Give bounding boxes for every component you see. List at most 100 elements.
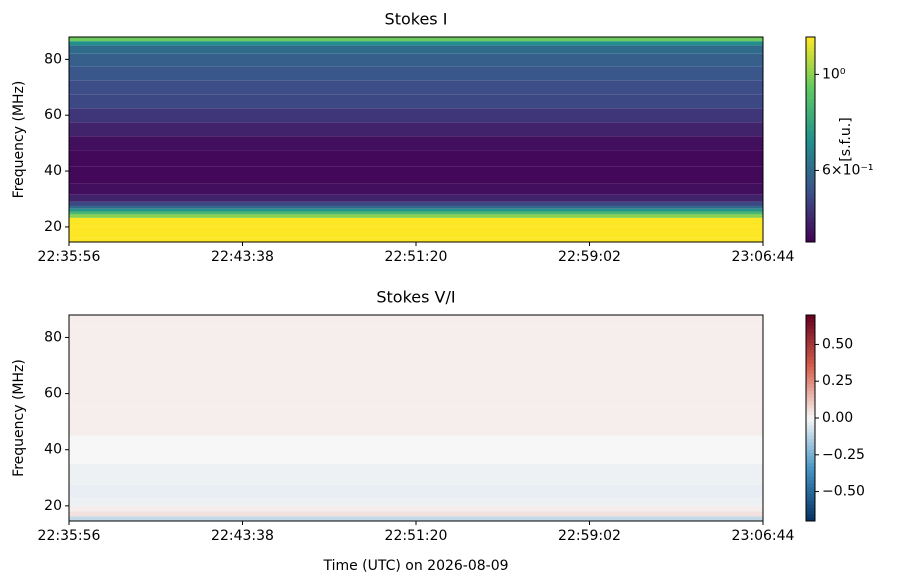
colorbar-segment bbox=[806, 98, 815, 103]
colorbar-segment bbox=[806, 359, 815, 364]
spectrogram-band bbox=[69, 205, 763, 209]
colorbar-segment bbox=[806, 40, 815, 45]
colorbar-segment bbox=[806, 74, 815, 79]
x-tick-label: 22:51:20 bbox=[385, 249, 448, 265]
colorbar-segment bbox=[806, 445, 815, 450]
colorbar-segment bbox=[806, 366, 815, 371]
colorbar-segment bbox=[806, 321, 815, 326]
y-tick-label: 80 bbox=[44, 51, 62, 67]
x-tick-label: 22:59:02 bbox=[558, 528, 621, 544]
spectrogram-band bbox=[69, 484, 763, 498]
colorbar-segment bbox=[806, 218, 815, 222]
colorbar-segment bbox=[806, 332, 815, 337]
colorbar-segment bbox=[806, 455, 815, 460]
colorbar-segment bbox=[806, 47, 815, 52]
spectrogram-band bbox=[69, 497, 763, 506]
colorbar-segment bbox=[806, 328, 815, 333]
colorbar-segment bbox=[806, 177, 815, 181]
colorbar-segment bbox=[806, 514, 815, 519]
colorbar-segment bbox=[806, 204, 815, 209]
spectrogram-band bbox=[69, 327, 763, 352]
colorbar-segment bbox=[806, 91, 815, 96]
spectrogram-band bbox=[69, 136, 763, 151]
colorbar-tick-label: −0.50 bbox=[822, 484, 865, 500]
colorbar-segment bbox=[806, 108, 815, 113]
spectrogram-band bbox=[69, 351, 763, 380]
colorbar-segment bbox=[806, 142, 815, 147]
colorbar-segment bbox=[806, 345, 815, 350]
colorbar-segment bbox=[806, 71, 815, 76]
colorbar-segment bbox=[806, 393, 815, 398]
colorbar-segment bbox=[806, 60, 815, 65]
colorbar-segment bbox=[806, 125, 815, 130]
colorbar-segment bbox=[806, 67, 815, 72]
x-tick-label: 23:06:44 bbox=[732, 249, 795, 265]
colorbar-segment bbox=[806, 335, 815, 340]
colorbar-segment bbox=[806, 187, 815, 192]
colorbar-segment bbox=[806, 119, 815, 123]
colorbar-segment bbox=[806, 390, 815, 395]
plot-title: Stokes V/I bbox=[376, 288, 455, 307]
colorbar-segment bbox=[806, 207, 815, 212]
colorbar-segment bbox=[806, 228, 815, 233]
colorbar-frame bbox=[805, 36, 816, 243]
colorbar-segment bbox=[806, 397, 815, 402]
spectrogram-band bbox=[69, 217, 763, 223]
spectrogram-band bbox=[69, 94, 763, 109]
colorbar-segment bbox=[806, 493, 815, 498]
colorbar-segment bbox=[806, 136, 815, 140]
colorbar-segment bbox=[806, 224, 815, 229]
colorbar-segment bbox=[806, 435, 815, 440]
colorbar-segment bbox=[806, 194, 815, 199]
y-tick-label: 40 bbox=[44, 163, 62, 179]
colorbar-tick-label: 0.00 bbox=[822, 410, 853, 426]
spectrogram-band bbox=[69, 183, 763, 195]
x-tick-label: 22:35:56 bbox=[38, 528, 101, 544]
colorbar-segment bbox=[806, 166, 815, 171]
x-tick-label: 22:51:20 bbox=[385, 528, 448, 544]
colorbar-segment bbox=[806, 105, 815, 110]
spectrogram-band bbox=[69, 237, 763, 242]
colorbar-segment bbox=[806, 238, 815, 243]
colorbar-tick-label: 0.25 bbox=[822, 373, 853, 389]
colorbar-segment bbox=[806, 369, 815, 374]
colorbar-segment bbox=[806, 170, 815, 175]
colorbar-segment bbox=[806, 132, 815, 137]
colorbar-tick-label: 0.50 bbox=[822, 336, 853, 352]
colorbar-segment bbox=[806, 342, 815, 347]
colorbar-segment bbox=[806, 349, 815, 354]
colorbar-segment bbox=[806, 404, 815, 409]
colorbar-segment bbox=[806, 496, 815, 501]
colorbar-segment bbox=[806, 156, 815, 161]
colorbar-segment bbox=[806, 214, 815, 219]
spectrogram-band bbox=[69, 122, 763, 137]
colorbar-segment bbox=[806, 400, 815, 405]
colorbar-segment bbox=[806, 472, 815, 477]
colorbar-segment bbox=[806, 180, 815, 185]
y-tick-label: 60 bbox=[44, 107, 62, 123]
colorbar-segment bbox=[806, 315, 815, 319]
spectrogram-band bbox=[69, 37, 763, 42]
spectrogram-band bbox=[69, 208, 763, 212]
spectrogram-band bbox=[69, 66, 763, 81]
colorbar-segment bbox=[806, 442, 815, 446]
colorbar-segment bbox=[806, 50, 815, 55]
colorbar-segment bbox=[806, 197, 815, 202]
colorbar-segment bbox=[806, 153, 815, 158]
colorbar-segment bbox=[806, 112, 815, 117]
spectrogram-band bbox=[69, 226, 763, 233]
colorbar-segment bbox=[806, 163, 815, 168]
colorbar-segment bbox=[806, 101, 815, 106]
y-tick-label: 80 bbox=[44, 329, 62, 345]
colorbar-segment bbox=[806, 352, 815, 357]
colorbar-segment bbox=[806, 510, 815, 515]
spectrogram-band bbox=[69, 201, 763, 206]
colorbar-segment bbox=[806, 231, 815, 236]
colorbar-segment bbox=[806, 500, 815, 505]
colorbar-segment bbox=[806, 380, 815, 385]
y-tick-label: 60 bbox=[44, 386, 62, 402]
spectrogram-band bbox=[69, 435, 763, 464]
colorbar-segment bbox=[806, 476, 815, 481]
colorbar-segment bbox=[806, 479, 815, 484]
